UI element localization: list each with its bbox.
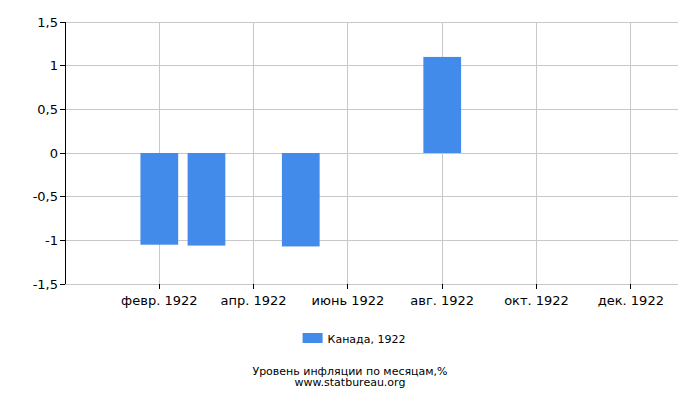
y-tick [60,22,65,23]
grid-line [65,65,678,66]
bar [140,153,178,245]
y-tick-label: -1,5 [33,277,58,292]
y-tick-label: 0,5 [37,102,58,117]
x-tick-label: июнь 1922 [312,293,385,308]
grid-line [630,22,631,284]
plot-area [65,22,678,284]
bars [140,57,461,247]
y-tick-label: -0,5 [33,189,58,204]
bar [329,153,367,154]
y-tick [60,109,65,110]
bar [565,153,603,154]
x-tick [159,284,160,289]
grid-line [65,109,678,110]
x-tick [253,284,254,289]
subtitle: www.statbureau.org [295,376,406,389]
y-axis [65,22,66,284]
y-tick-label: -1 [45,233,58,248]
grid-line [536,22,537,284]
grid-line [65,284,678,285]
bar [612,153,650,154]
x-tick [347,284,348,289]
legend-label: Канада, 1922 [328,333,406,346]
bar [282,153,320,246]
grid-line [347,22,348,284]
x-tick [442,284,443,289]
y-tick-label: 1,5 [37,15,58,30]
bar [471,153,509,154]
x-tick-label: февр. 1922 [121,293,197,308]
x-tick-label: дек. 1922 [598,293,664,308]
x-tick-label: авг. 1922 [410,293,474,308]
bar [423,57,461,153]
bar [188,153,226,246]
y-tick [60,240,65,241]
grid-line [65,22,678,23]
x-tick [536,284,537,289]
y-tick [60,284,65,285]
bar [518,153,556,154]
bar [376,153,414,154]
bar [93,153,131,154]
y-tick [60,196,65,197]
grid-line [253,22,254,284]
y-tick-label: 0 [50,146,58,161]
bar [235,153,273,154]
x-tick-label: апр. 1922 [221,293,287,308]
y-tick-label: 1 [50,58,58,73]
x-tick [630,284,631,289]
y-tick [60,65,65,66]
y-tick [60,153,65,154]
x-tick-label: окт. 1922 [504,293,569,308]
legend-swatch [303,333,323,343]
